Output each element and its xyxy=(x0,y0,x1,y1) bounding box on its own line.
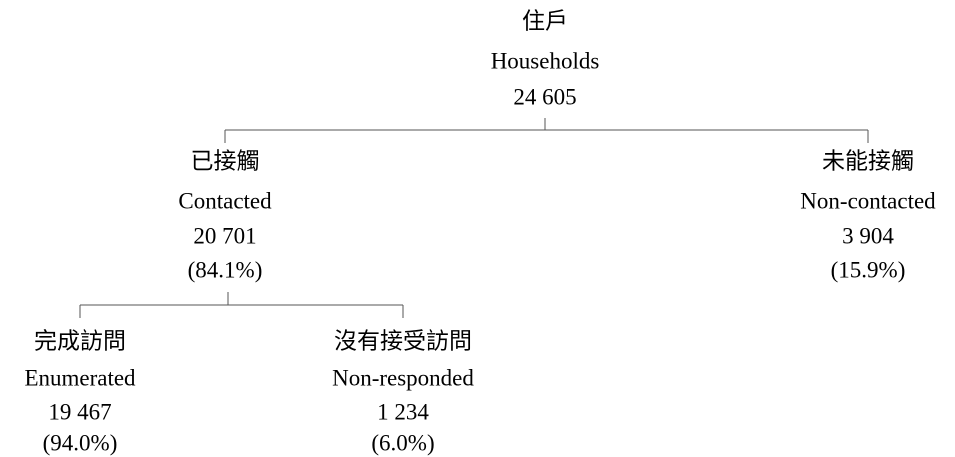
node-zh: 沒有接受訪問 xyxy=(334,328,472,353)
node-en: Non-contacted xyxy=(800,188,936,213)
node-zh: 未能接觸 xyxy=(822,148,914,173)
node: 已接觸 Contacted 20 701 (84.1%) xyxy=(178,148,272,282)
node-count: 3 904 xyxy=(842,223,894,248)
node-count: 1 234 xyxy=(377,399,429,424)
node-en: Enumerated xyxy=(24,365,136,390)
node-en: Households xyxy=(491,48,600,73)
node: 完成訪問 Enumerated 19 467 (94.0%) xyxy=(24,328,136,455)
node-pct: (6.0%) xyxy=(371,430,434,455)
node-zh: 完成訪問 xyxy=(34,328,126,353)
node-en: Non-responded xyxy=(332,365,474,390)
connectors xyxy=(79,118,869,318)
node-pct: (94.0%) xyxy=(43,430,118,455)
node-count: 24 605 xyxy=(513,84,576,109)
node-count: 20 701 xyxy=(193,223,256,248)
node: 沒有接受訪問 Non-responded 1 234 (6.0%) xyxy=(332,328,474,455)
node-count: 19 467 xyxy=(48,399,111,424)
node-zh: 住戶 xyxy=(522,8,568,33)
node-pct: (15.9%) xyxy=(831,257,906,282)
node: 住戶 Households 24 605 xyxy=(491,8,600,109)
node: 未能接觸 Non-contacted 3 904 (15.9%) xyxy=(800,148,936,282)
node-en: Contacted xyxy=(178,188,272,213)
node-zh: 已接觸 xyxy=(191,148,260,173)
node-pct: (84.1%) xyxy=(188,257,263,282)
